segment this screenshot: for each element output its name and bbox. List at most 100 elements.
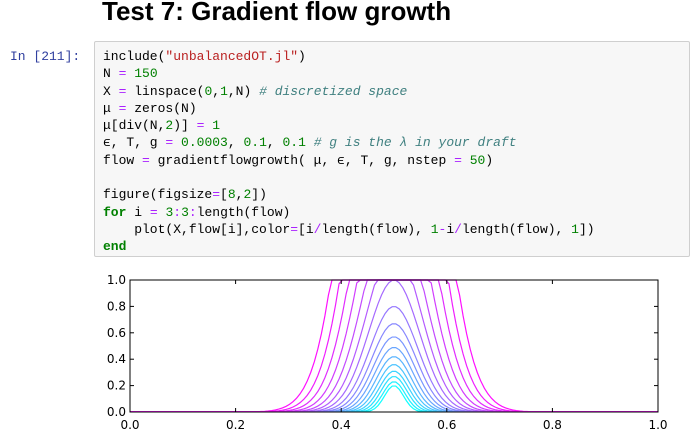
code-token: length(flow), [461,221,572,237]
code-token: = [212,187,221,203]
code-token: X [103,83,119,99]
code-token: , [227,135,244,151]
code-token: figure(figsize [103,187,213,203]
code-token: = [149,204,158,220]
code-token: gradientflowgrowth( μ, ϵ, T, g, nstep [149,152,455,168]
code-token: / [454,221,462,237]
series-line-17 [130,279,658,412]
y-tick-label: 1.0 [107,273,126,287]
code-token: μ[div(N, [103,118,166,134]
code-token: , [235,187,244,203]
page-title: Test 7: Gradient flow growth [102,0,452,26]
code-line: include("unbalancedOT.jl") [103,48,595,65]
code-token [462,153,470,168]
code-token: # g is the λ in your draft [313,135,517,151]
code-token: include( [103,49,166,64]
code-token [306,135,314,150]
plot-frame [129,279,659,413]
code-token: "unbalancedOT.jl" [165,49,299,64]
code-token: 1 [430,221,439,237]
line-chart: 0.0 0.2 0.4 0.6 0.8 1.0 0.0 0.2 0.4 0.6 0.8 1.0 [107,273,668,432]
series-line-8 [130,336,658,412]
code-token: = [118,66,127,82]
y-tick-label: 0.2 [107,379,126,393]
y-tick-label: 0.6 [107,326,126,340]
code-token: = [118,83,127,99]
y-tick-label: 0.4 [107,352,126,366]
code-token: N [103,66,119,82]
code-token: ]) [251,187,267,203]
code-token: = [165,135,174,151]
code-line: N = 150 [103,65,595,82]
code-token: i [126,204,150,220]
code-token: 150 [134,66,158,82]
code-token: = [290,221,299,237]
code-line: end [103,238,595,255]
code-token: 50 [469,152,486,168]
series-line-4 [130,370,658,412]
code-token: 8 [227,187,236,203]
code-token: - [438,221,447,237]
code-line: μ[div(N,2)] = 1 [103,117,595,134]
code-token: ) [298,49,306,64]
code-editor[interactable]: include("unbalancedOT.jl") N = 150 X = lin… [103,48,595,256]
code-token: for [103,204,127,220]
code-token: plot(X,flow[i],color [103,221,291,237]
code-line: μ = zeros(N) [103,100,595,117]
series-line-1 [130,385,658,412]
series-line-11 [130,279,658,412]
code-line: figure(figsize=[8,2]) [103,186,595,203]
code-line: ϵ, T, g = 0.0003, 0.1, 0.1 # g is the λ … [103,134,595,151]
code-token: 0.0003 [181,135,228,151]
x-tick-label: 0.8 [543,418,562,432]
code-token: [i [298,221,314,237]
code-token: = [196,118,205,134]
code-token: 1 [212,118,221,134]
series-line-12 [130,279,658,412]
code-token: : [188,204,197,220]
series-line-13 [130,279,658,412]
series-line-14 [130,279,658,412]
code-token: 0.1 [282,135,306,151]
x-tick-label: 0.4 [332,418,351,432]
y-tick-label: 0.8 [107,299,126,313]
code-token: : [173,204,182,220]
series-line-16 [130,279,658,412]
code-token: )] [173,118,197,134]
series-line-10 [130,306,658,412]
code-token: # discretized space [259,83,408,99]
y-tick-label: 0.0 [107,405,126,419]
code-line: plot(X,flow[i],color=[i/length(flow), 1-… [103,221,595,238]
code-line: for i = 3:3:length(flow) [103,204,595,221]
code-token: linspace( [126,83,205,99]
code-token: 3 [181,204,189,220]
code-token: ,N) [227,83,260,99]
code-token: ]) [578,221,595,237]
code-line [103,169,595,186]
code-token: , [212,83,221,99]
code-token: [ [220,187,228,203]
code-token: = [118,100,127,116]
x-tick-label: 0.0 [120,418,139,432]
code-token: , [266,135,283,151]
x-tick-label: 0.2 [226,418,245,432]
code-line: flow = gradientflowgrowth( μ, ϵ, T, g, n… [103,152,595,169]
code-token: length(flow) [196,204,291,220]
output-plot: 0.0 0.2 0.4 0.6 0.8 1.0 0.0 0.2 0.4 0.6 0.8 1.0 [94,262,697,440]
cell-prompt: In [211]: [10,49,81,64]
code-token: ) [485,152,494,168]
code-token: ϵ, T, g [103,135,166,151]
code-token: 0.1 [243,135,267,151]
code-token [173,135,181,150]
code-token: zeros(N) [126,100,197,116]
code-token: 2 [165,118,174,134]
code-token: flow [103,152,143,168]
series-line-15 [130,279,658,412]
code-token: 3 [165,204,174,220]
code-token: = [142,152,150,168]
code-token: i [446,221,455,237]
code-token: 1 [571,221,579,237]
code-cell[interactable]: include("unbalancedOT.jl") N = 150 X = lin… [94,41,690,257]
code-token: = [454,152,462,168]
x-tick-label: 1.0 [648,418,667,432]
